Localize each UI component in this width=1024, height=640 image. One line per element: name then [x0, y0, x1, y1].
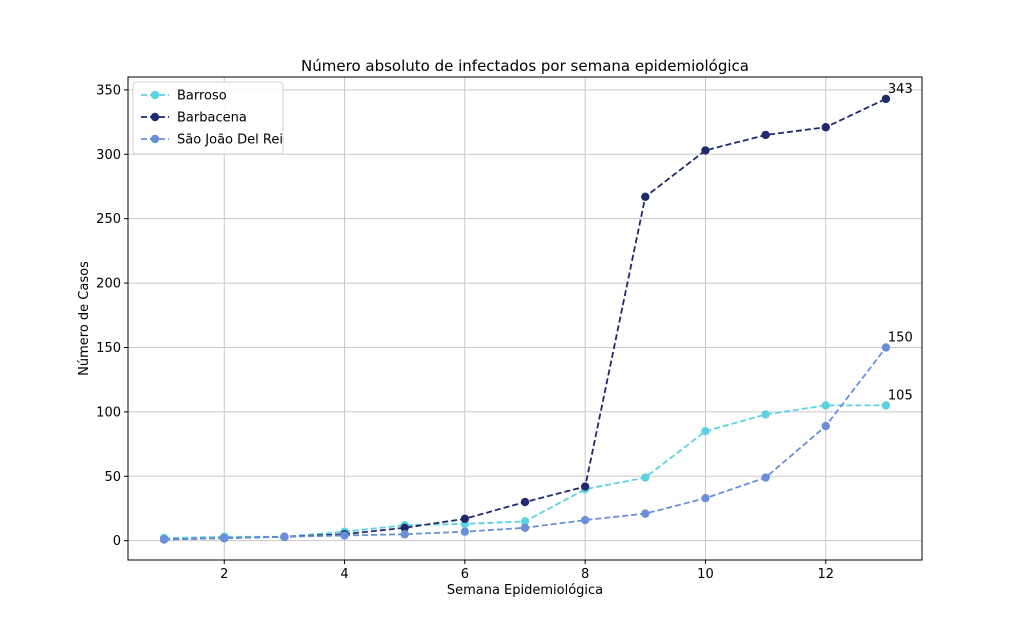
- data-point: [821, 123, 830, 132]
- series-line: [164, 346, 887, 541]
- y-tick-label: 0: [113, 534, 121, 549]
- data-point: [881, 343, 891, 352]
- legend-marker: [150, 134, 160, 144]
- x-tick-label: 12: [817, 567, 834, 582]
- legend-item: Barroso: [141, 89, 227, 104]
- data-point: [159, 535, 169, 544]
- y-tick-label: 100: [96, 405, 121, 420]
- data-point: [641, 509, 650, 518]
- data-point: [400, 523, 409, 532]
- data-point: [881, 94, 891, 104]
- y-tick-label: 200: [96, 277, 121, 292]
- series-s-o-jo-o-del-rei: [159, 343, 891, 544]
- y-tick-label: 350: [96, 83, 121, 98]
- series-group: [159, 94, 891, 544]
- x-tick-label: 10: [697, 567, 714, 582]
- legend-label: Barroso: [177, 89, 227, 104]
- data-point: [580, 515, 590, 525]
- data-point: [460, 514, 470, 523]
- x-tick-label: 6: [461, 567, 469, 582]
- data-point: [460, 527, 470, 536]
- data-point: [701, 146, 710, 155]
- series-line: [164, 98, 887, 541]
- series-barroso: [159, 401, 891, 543]
- x-tick-label: 2: [220, 567, 228, 582]
- data-point: [701, 493, 710, 503]
- data-point: [220, 533, 229, 543]
- annotation-label: 105: [888, 388, 913, 403]
- x-tick-label: 4: [340, 567, 348, 582]
- legend-marker: [150, 90, 160, 100]
- legend-item: Barbacena: [141, 111, 247, 126]
- annotations: 343 150 105: [888, 82, 913, 404]
- x-axis-title: Semana Epidemiológica: [447, 583, 603, 598]
- data-point: [821, 421, 830, 431]
- chart-title: Número absoluto de infectados por semana…: [301, 57, 749, 75]
- data-point: [641, 192, 650, 201]
- y-tick-label: 50: [104, 470, 121, 485]
- annotation-label: 343: [888, 82, 913, 97]
- data-point: [580, 482, 590, 491]
- legend: Barroso Barbacena São João Del Rei: [132, 81, 284, 155]
- data-point: [520, 517, 530, 526]
- legend-box: [132, 81, 284, 155]
- x-tick-label: 8: [581, 567, 589, 582]
- data-point: [701, 427, 710, 436]
- y-axis-title: Número de Casos: [77, 261, 92, 376]
- y-tick-label: 300: [96, 148, 121, 163]
- legend-label: Barbacena: [177, 111, 247, 126]
- legend-item: São João Del Rei: [141, 133, 283, 148]
- data-point: [340, 531, 349, 540]
- plot-frame: [127, 76, 923, 561]
- annotation-label: 150: [888, 330, 913, 345]
- data-point: [520, 497, 530, 507]
- grid: [128, 77, 922, 560]
- legend-label: São João Del Rei: [177, 133, 283, 148]
- data-point: [761, 130, 770, 140]
- data-point: [881, 401, 891, 410]
- y-tick-label: 250: [96, 212, 121, 227]
- data-point: [761, 473, 770, 482]
- y-tick-label: 150: [96, 341, 121, 356]
- data-point: [821, 401, 830, 410]
- data-point: [400, 530, 409, 539]
- axes: 2 4 6 8 10 12 0 50 100 150 200 250 300 350: [96, 76, 923, 582]
- data-point: [761, 410, 770, 419]
- data-point: [280, 532, 289, 542]
- legend-marker: [150, 112, 160, 122]
- data-point: [520, 523, 530, 532]
- data-point: [641, 473, 650, 482]
